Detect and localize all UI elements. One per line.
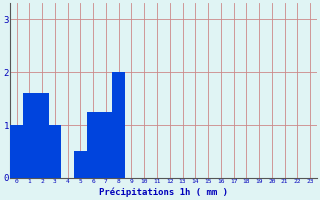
Bar xyxy=(49,125,61,178)
Bar xyxy=(112,72,125,178)
Bar xyxy=(87,112,100,178)
Bar xyxy=(23,93,36,178)
X-axis label: Précipitations 1h ( mm ): Précipitations 1h ( mm ) xyxy=(99,187,228,197)
Bar xyxy=(74,151,87,178)
Bar xyxy=(100,112,112,178)
Bar xyxy=(10,125,23,178)
Bar xyxy=(36,93,49,178)
